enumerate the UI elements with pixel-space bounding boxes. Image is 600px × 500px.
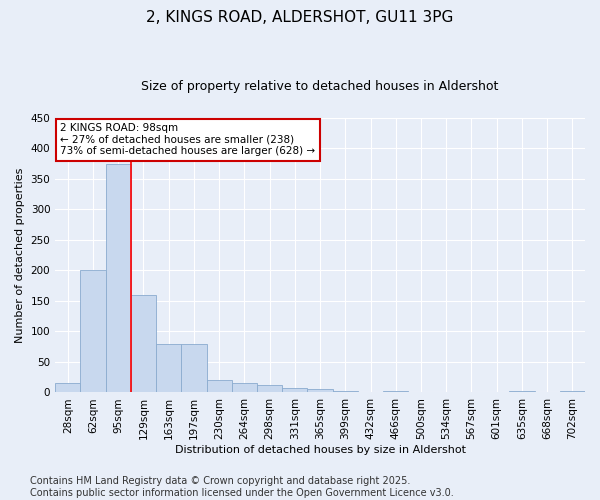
Bar	[383, 391, 409, 392]
Bar	[206, 380, 232, 392]
Bar	[55, 384, 80, 392]
Bar	[509, 391, 535, 392]
Text: Contains HM Land Registry data © Crown copyright and database right 2025.
Contai: Contains HM Land Registry data © Crown c…	[30, 476, 454, 498]
Bar	[156, 344, 181, 392]
Text: 2, KINGS ROAD, ALDERSHOT, GU11 3PG: 2, KINGS ROAD, ALDERSHOT, GU11 3PG	[146, 10, 454, 25]
Bar	[232, 384, 257, 392]
Bar	[332, 390, 358, 392]
X-axis label: Distribution of detached houses by size in Aldershot: Distribution of detached houses by size …	[175, 445, 466, 455]
Bar	[560, 390, 585, 392]
Y-axis label: Number of detached properties: Number of detached properties	[15, 168, 25, 343]
Title: Size of property relative to detached houses in Aldershot: Size of property relative to detached ho…	[142, 80, 499, 93]
Bar	[307, 390, 332, 392]
Text: 2 KINGS ROAD: 98sqm
← 27% of detached houses are smaller (238)
73% of semi-detac: 2 KINGS ROAD: 98sqm ← 27% of detached ho…	[61, 124, 316, 156]
Bar	[131, 295, 156, 392]
Bar	[106, 164, 131, 392]
Bar	[80, 270, 106, 392]
Bar	[181, 344, 206, 392]
Bar	[257, 384, 282, 392]
Bar	[282, 388, 307, 392]
